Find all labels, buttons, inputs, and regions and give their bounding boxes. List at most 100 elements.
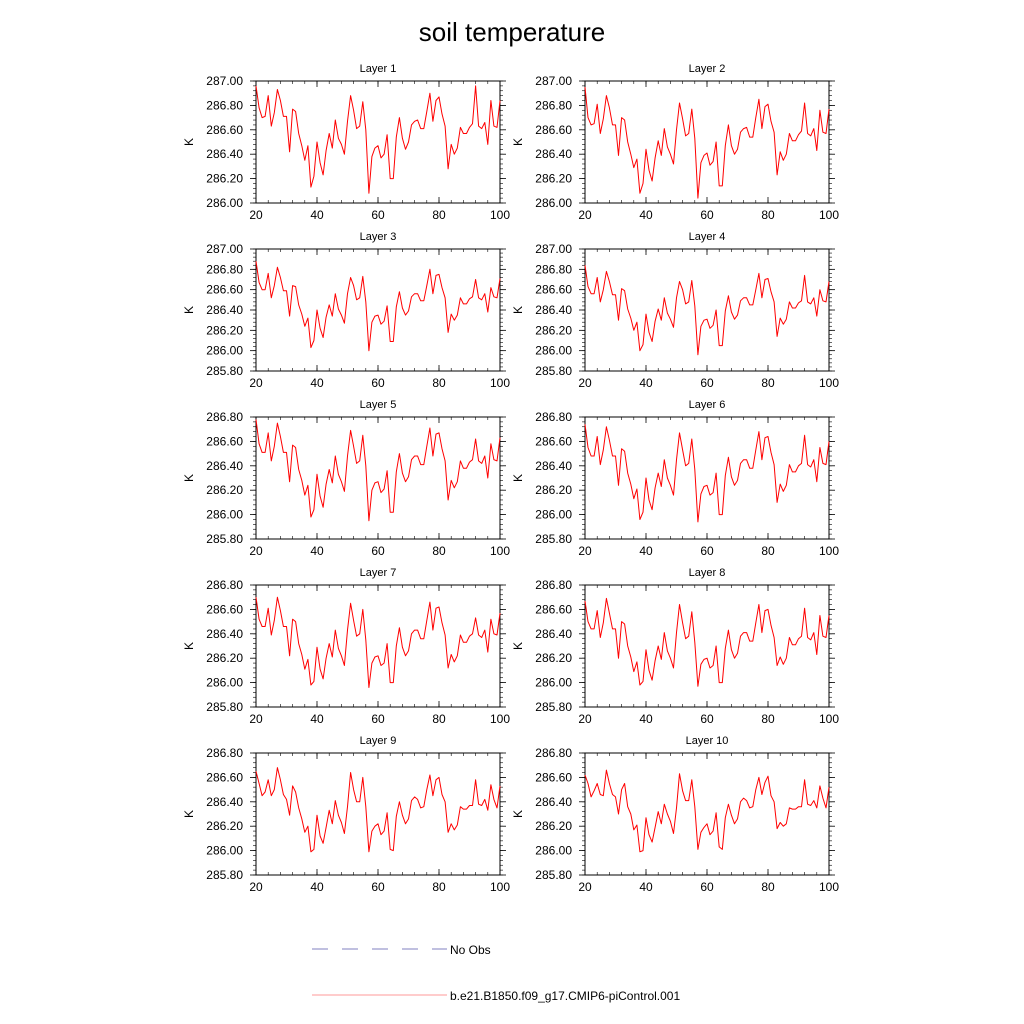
x-tick-label: 100: [490, 712, 510, 726]
x-tick-label: 100: [819, 544, 839, 558]
y-tick-label: 286.60: [535, 770, 572, 784]
panel-title: Layer 5: [360, 399, 397, 411]
x-tick-label: 20: [578, 712, 592, 726]
y-tick-label: 286.40: [206, 459, 243, 473]
x-tick-label: 40: [310, 376, 324, 390]
y-tick-label: 286.00: [206, 196, 243, 210]
panel-layer-10: 20 40 60 80 100 285.80 286.00 286.20 286.40 286.6…: [511, 735, 839, 894]
panel-title: Layer 3: [360, 231, 397, 243]
panel-layer-5: 20 40 60 80 100 285.80 286.00 286.20 286.40 286.6…: [182, 399, 510, 558]
x-tick-label: 20: [249, 712, 263, 726]
figure-title: soil temperature: [419, 17, 605, 47]
y-tick-label: 286.80: [206, 410, 243, 424]
y-axis-label: K: [511, 306, 525, 314]
y-tick-label: 286.00: [535, 844, 572, 858]
y-tick-label: 286.20: [535, 323, 572, 337]
x-tick-label: 40: [639, 208, 653, 222]
series-line: [584, 769, 830, 853]
y-tick-label: 285.80: [206, 364, 243, 378]
y-tick-label: 286.60: [206, 770, 243, 784]
y-axis-label: K: [511, 642, 525, 650]
y-tick-label: 285.80: [535, 700, 572, 714]
plot-frame: [255, 416, 501, 540]
x-tick-label: 20: [578, 376, 592, 390]
x-tick-label: 40: [639, 880, 653, 894]
y-tick-label: 286.60: [206, 123, 243, 137]
plot-frame: [255, 80, 501, 204]
y-tick-label: 286.00: [535, 196, 572, 210]
x-tick-label: 80: [432, 208, 446, 222]
x-tick-label: 60: [371, 544, 385, 558]
y-tick-label: 286.40: [206, 147, 243, 161]
y-tick-label: 286.00: [535, 676, 572, 690]
x-tick-label: 60: [371, 880, 385, 894]
y-tick-label: 287.00: [206, 242, 243, 256]
y-axis-label: K: [182, 642, 196, 650]
series-line: [255, 767, 501, 853]
panel-layer-6: 20 40 60 80 100 285.80 286.00 286.20 286.40 286.6…: [511, 399, 839, 558]
x-tick-label: 40: [310, 880, 324, 894]
x-tick-label: 60: [371, 376, 385, 390]
y-tick-label: 286.60: [535, 123, 572, 137]
x-tick-label: 80: [761, 376, 775, 390]
x-tick-label: 60: [700, 208, 714, 222]
y-tick-label: 286.20: [206, 483, 243, 497]
series-line: [584, 265, 830, 356]
y-tick-label: 286.60: [206, 602, 243, 616]
y-tick-label: 286.00: [206, 676, 243, 690]
panel-layer-3: 20 40 60 80 100 285.80 286.00 286.20 286.40 286.6…: [182, 231, 510, 390]
y-axis-label: K: [182, 474, 196, 482]
panel-title: Layer 2: [689, 63, 726, 75]
x-tick-label: 80: [761, 208, 775, 222]
panel-title: Layer 10: [686, 735, 729, 747]
y-tick-label: 286.40: [535, 147, 572, 161]
x-tick-label: 100: [490, 544, 510, 558]
legend-label-no-obs: No Obs: [450, 943, 491, 957]
x-tick-label: 100: [819, 376, 839, 390]
panel-title: Layer 7: [360, 567, 397, 579]
panel-title: Layer 9: [360, 735, 397, 747]
x-tick-label: 60: [371, 712, 385, 726]
x-tick-label: 100: [490, 880, 510, 894]
y-tick-label: 286.20: [535, 172, 572, 186]
panel-title: Layer 1: [360, 63, 397, 75]
y-tick-label: 285.80: [535, 868, 572, 882]
panel-layer-1: 20 40 60 80 100 286.00 286.20 286.40 286.60 286.8…: [182, 63, 510, 222]
y-tick-label: 286.40: [206, 627, 243, 641]
x-tick-label: 80: [761, 880, 775, 894]
plot-frame: [255, 584, 501, 708]
y-tick-label: 286.00: [206, 508, 243, 522]
y-axis-label: K: [182, 810, 196, 818]
y-tick-label: 286.20: [535, 819, 572, 833]
y-tick-label: 287.00: [535, 242, 572, 256]
y-tick-label: 285.80: [535, 532, 572, 546]
panel-title: Layer 6: [689, 399, 726, 411]
series-line: [255, 261, 501, 352]
x-tick-label: 80: [761, 544, 775, 558]
x-tick-label: 80: [432, 376, 446, 390]
y-tick-label: 286.40: [206, 303, 243, 317]
y-axis-label: K: [511, 474, 525, 482]
y-tick-label: 286.60: [535, 602, 572, 616]
x-tick-label: 80: [432, 544, 446, 558]
plot-frame: [584, 80, 830, 204]
y-tick-label: 286.00: [535, 508, 572, 522]
y-tick-label: 287.00: [535, 74, 572, 88]
legend-label-model: b.e21.B1850.f09_g17.CMIP6-piControl.001: [450, 989, 680, 1003]
y-tick-label: 286.00: [206, 844, 243, 858]
y-axis-label: K: [511, 138, 525, 146]
y-tick-label: 286.40: [535, 303, 572, 317]
series-line: [584, 424, 830, 523]
y-tick-label: 286.40: [206, 795, 243, 809]
y-tick-label: 286.80: [206, 746, 243, 760]
y-tick-label: 286.20: [206, 172, 243, 186]
y-tick-label: 286.40: [535, 627, 572, 641]
x-tick-label: 40: [639, 376, 653, 390]
x-tick-label: 40: [639, 544, 653, 558]
y-tick-label: 286.60: [535, 283, 572, 297]
y-axis-label: K: [182, 306, 196, 314]
x-tick-label: 100: [490, 376, 510, 390]
x-tick-label: 40: [310, 544, 324, 558]
x-tick-label: 60: [371, 208, 385, 222]
